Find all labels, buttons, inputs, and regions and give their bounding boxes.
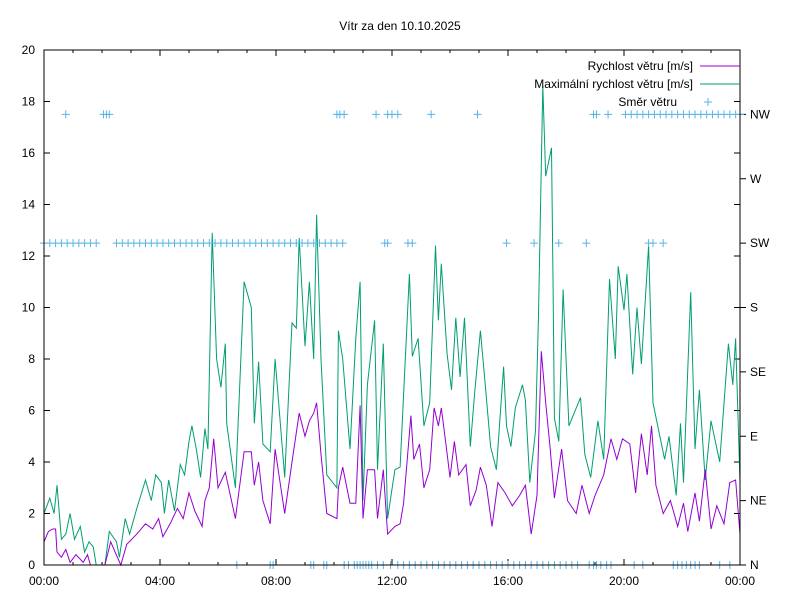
- x-tick-label: 00:00: [29, 574, 59, 588]
- y2-tick-label: SW: [750, 236, 770, 250]
- x-tick-label: 08:00: [261, 574, 291, 588]
- direction-point: [338, 239, 347, 248]
- y-tick-label: 10: [22, 301, 36, 315]
- legend-label-direction: Směr větru: [618, 95, 677, 109]
- direction-point: [473, 110, 482, 119]
- y-tick-label: 14: [22, 198, 36, 212]
- x-tick-label: 00:00: [725, 574, 755, 588]
- direction-point: [61, 110, 70, 119]
- legend: Rychlost větru [m/s] Maximální rychlost …: [534, 59, 740, 109]
- direction-point: [659, 239, 668, 248]
- y-tick-label: 12: [22, 249, 36, 263]
- direction-point: [92, 239, 101, 248]
- y-tick-label: 0: [28, 558, 35, 572]
- direction-point: [649, 239, 657, 248]
- y-tick-label: 6: [28, 404, 35, 418]
- y2-tick-label: W: [750, 172, 762, 186]
- plot-border: [43, 49, 741, 566]
- direction-point: [408, 239, 417, 248]
- gust-line: [43, 85, 741, 566]
- direction-point: [340, 110, 349, 119]
- chart-title: Vítr za den 10.10.2025: [339, 19, 461, 33]
- y2-tick-label: S: [750, 301, 758, 315]
- x-tick-label: 16:00: [493, 574, 523, 588]
- direction-point: [383, 239, 392, 248]
- y-tick-label: 18: [22, 95, 36, 109]
- legend-label-speed: Rychlost větru [m/s]: [588, 59, 693, 73]
- y2-tick-label: E: [750, 429, 758, 443]
- direction-point: [592, 110, 601, 119]
- direction-point: [530, 239, 539, 248]
- y-tick-label: 4: [28, 455, 35, 469]
- legend-swatch-direction: [704, 98, 712, 106]
- y2-tick-label: NE: [750, 494, 767, 508]
- direction-point: [105, 110, 114, 119]
- y-tick-label: 20: [22, 43, 36, 57]
- x-tick-label: 12:00: [377, 574, 407, 588]
- y-tick-label: 8: [28, 352, 35, 366]
- direction-point: [582, 239, 591, 248]
- direction-point: [393, 110, 402, 119]
- y-tick-label: 2: [28, 507, 35, 521]
- x-tick-label: 20:00: [609, 574, 639, 588]
- axis-ticks: 00:00 04:00 08:00 12:00 16:00 20:00 00:00 0 2 4 6 8…: [22, 43, 771, 588]
- speed-line: [43, 351, 741, 567]
- y2-tick-label: SE: [750, 365, 766, 379]
- direction-point: [554, 239, 563, 248]
- legend-label-gust: Maximální rychlost větru [m/s]: [534, 77, 693, 91]
- x-tick-label: 04:00: [145, 574, 175, 588]
- y-tick-label: 16: [22, 146, 36, 160]
- direction-point: [372, 110, 381, 119]
- direction-point: [502, 239, 511, 248]
- direction-point: [427, 110, 436, 119]
- y2-tick-label: NW: [750, 107, 771, 121]
- y2-tick-label: N: [750, 558, 759, 572]
- direction-point: [604, 110, 613, 119]
